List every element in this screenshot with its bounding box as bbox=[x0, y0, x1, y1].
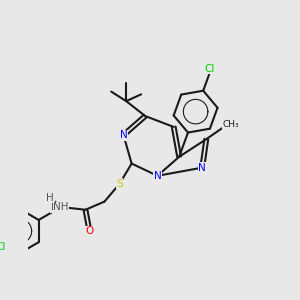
Text: S: S bbox=[116, 179, 123, 189]
Text: N: N bbox=[154, 171, 161, 181]
Text: Cl: Cl bbox=[205, 64, 215, 74]
Text: CH₃: CH₃ bbox=[222, 120, 239, 129]
Text: NH: NH bbox=[53, 202, 69, 212]
Text: N: N bbox=[198, 163, 206, 173]
Text: O: O bbox=[85, 226, 94, 236]
Text: H: H bbox=[46, 193, 54, 202]
Text: N: N bbox=[120, 130, 128, 140]
Text: N: N bbox=[51, 202, 58, 212]
Text: Cl: Cl bbox=[0, 242, 5, 251]
